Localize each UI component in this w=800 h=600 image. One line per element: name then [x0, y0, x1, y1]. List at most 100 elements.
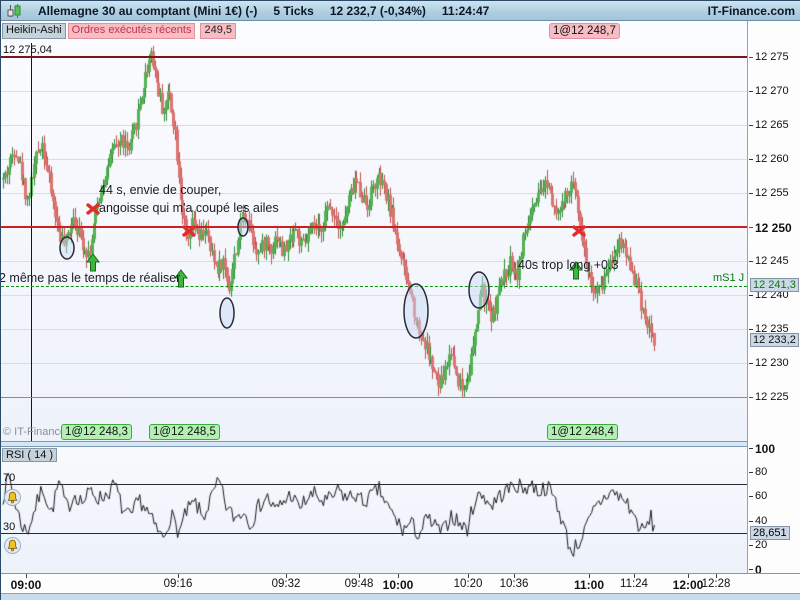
rsi-oversold-label: 30 [3, 521, 16, 533]
rsi-axis-label: 60 [755, 490, 768, 502]
price-axis-tick [749, 125, 753, 126]
price-axis-label: 12 260 [755, 153, 789, 165]
time-axis-tick [398, 574, 399, 578]
candlestick-canvas[interactable] [1, 21, 747, 441]
time-axis-label: 09:16 [163, 578, 193, 590]
price-value-box[interactable]: 12 241,3 [750, 278, 799, 292]
time-axis-tick [589, 574, 590, 578]
ellipse-drawing[interactable] [468, 271, 490, 309]
sell-x-marker[interactable] [572, 225, 586, 237]
price-level-line[interactable] [1, 396, 747, 398]
price-axis-label: 12 230 [755, 357, 789, 369]
price-level-line[interactable] [1, 56, 747, 58]
rsi-axis-label: 0 [755, 563, 762, 573]
panel-separator[interactable] [1, 441, 800, 447]
price-level-line[interactable] [1, 226, 747, 228]
time-axis-label: 12:28 [701, 578, 731, 590]
price-axis-tick [749, 261, 753, 262]
time-axis-tick [688, 574, 689, 578]
high-level-price-label: 12 275,04 [3, 44, 52, 56]
rsi-axis-tick [749, 448, 753, 449]
pivot-support-label: mS1 J [713, 272, 745, 284]
price-axis-label: 12 240 [755, 289, 789, 301]
price-axis-tick [749, 329, 753, 330]
buy-arrow-marker[interactable] [569, 261, 583, 280]
price-axis-tick [749, 91, 753, 92]
sell-x-marker[interactable] [86, 203, 100, 215]
time-axis-label: 10:36 [499, 578, 529, 590]
time-axis-tick [514, 574, 515, 578]
price-axis[interactable]: 12 275 12 270 12 265 12 260 12 255 12 250 12 2… [747, 21, 800, 573]
note-annotation[interactable]: angoisse qui m'a coupé les ailes [99, 201, 279, 215]
time-axis-tick [178, 574, 179, 578]
price-axis-tick [749, 363, 753, 364]
rsi-axis-tick [749, 569, 753, 570]
price-level-line[interactable] [1, 286, 747, 287]
timeframe-label: 5 Ticks [273, 3, 314, 18]
price-axis-tick [749, 193, 753, 194]
order-tag-top[interactable]: 1@12 248,7 [549, 23, 620, 39]
time-axis-label: 11:00 [573, 578, 605, 592]
rsi-overbought-label: 70 [3, 472, 16, 484]
rsi-overbought-line [1, 484, 747, 485]
bottom-edge [1, 593, 800, 600]
alarm-bell-icon[interactable] [4, 489, 21, 511]
orders-executed-chip[interactable]: Ordres exécutés récents [67, 23, 196, 39]
order-tag[interactable]: 1@12 248,3 [61, 424, 132, 440]
price-axis-label: 12 275 [755, 51, 789, 63]
time-axis-label: 10:00 [382, 578, 414, 592]
rsi-axis-tick [749, 472, 753, 473]
rsi-oversold-line [1, 533, 747, 534]
range-value-chip[interactable]: 249,5 [200, 23, 237, 39]
rsi-indicator-chip[interactable]: RSI ( 14 ) [2, 448, 58, 462]
indicator-chip-heikin-ashi[interactable]: Heikin-Ashi [2, 23, 66, 39]
instrument-title: Allemagne 30 au comptant (Mini 1€) (-) [38, 3, 258, 18]
price-value-box[interactable]: 12 233,2 [750, 333, 799, 347]
price-chart-panel[interactable]: Heikin-Ashi Ordres exécutés récents 249,… [1, 21, 747, 441]
price-axis-tick [749, 227, 753, 228]
buy-arrow-marker[interactable] [174, 269, 188, 288]
rsi-axis-tick [749, 496, 753, 497]
buy-arrow-marker[interactable] [86, 253, 100, 272]
rsi-canvas[interactable] [1, 447, 747, 573]
price-axis-label: 12 265 [755, 119, 789, 131]
note-annotation[interactable]: 44 s, envie de couper, [99, 183, 222, 197]
candlestick-icon [7, 3, 22, 18]
rsi-axis-label: 80 [755, 466, 768, 478]
order-tag[interactable]: 1@12 248,5 [149, 424, 220, 440]
time-axis[interactable]: 09:00 09:16 09:32 09:48 10:00 10:20 10:36 11:00… [1, 573, 800, 593]
rsi-axis-label: 20 [755, 539, 768, 551]
rsi-axis-label: 100 [755, 442, 776, 456]
time-axis-label: 12:00 [672, 578, 704, 592]
drawings-overlay [59, 203, 586, 339]
ellipse-drawing[interactable] [59, 236, 75, 260]
time-axis-label: 09:00 [10, 578, 42, 592]
note-annotation[interactable]: 2 même pas le temps de réaliser [1, 271, 181, 285]
price-axis-label: 12 245 [755, 255, 789, 267]
ellipse-drawing[interactable] [403, 283, 429, 339]
price-axis-label: 12 250 [755, 221, 792, 235]
session-vline[interactable] [31, 43, 32, 441]
note-annotation[interactable]: 40s trop long +0.3 [518, 258, 619, 272]
time-axis-tick [26, 574, 27, 578]
brand-link[interactable]: IT-Finance.com [707, 3, 795, 18]
rsi-value-box[interactable]: 28,651 [750, 526, 790, 540]
price-axis-label: 12 235 [755, 323, 789, 335]
alarm-bell-icon[interactable] [4, 537, 21, 559]
time-axis-label: 11:24 [620, 578, 648, 590]
ellipse-drawing[interactable] [219, 297, 235, 329]
order-tag[interactable]: 1@12 248,4 [547, 424, 618, 440]
price-axis-label: 12 255 [755, 187, 789, 199]
time-axis-tick [634, 574, 635, 578]
rsi-axis-tick [749, 521, 753, 522]
price-axis-tick [749, 159, 753, 160]
rsi-panel[interactable]: RSI ( 14 ) 70 30 [1, 447, 747, 573]
indicator-row: Heikin-Ashi Ordres exécutés récents 249,… [2, 23, 237, 39]
ellipse-drawing[interactable] [237, 217, 249, 237]
sell-x-marker[interactable] [182, 225, 196, 237]
rsi-axis-tick [749, 545, 753, 546]
time-axis-tick [468, 574, 469, 578]
price-axis-label: 12 270 [755, 85, 789, 97]
time-axis-tick [716, 574, 717, 578]
